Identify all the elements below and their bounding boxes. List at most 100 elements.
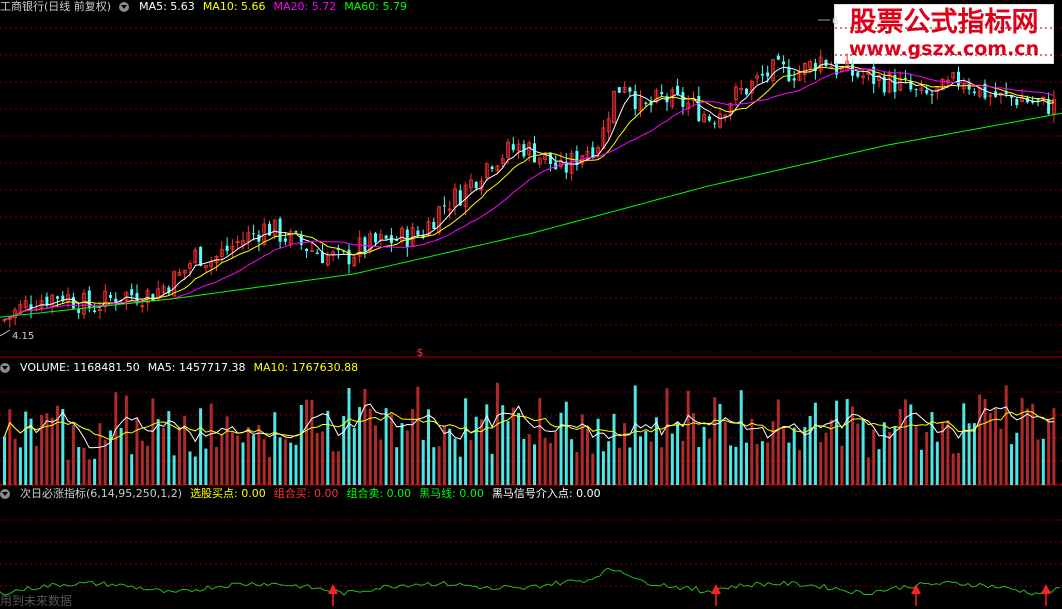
candle-up <box>182 269 187 274</box>
volume-bar <box>98 423 102 485</box>
volume-bar <box>686 390 690 485</box>
volume-bar <box>13 438 17 485</box>
low-price-pointer <box>0 329 11 337</box>
volume-bar <box>140 440 144 485</box>
volume-bar <box>644 430 648 485</box>
volume-bar <box>448 428 452 485</box>
volume-bar <box>554 432 558 485</box>
candle-up <box>606 118 611 133</box>
watermark-title: 股票公式指标网 <box>849 7 1039 38</box>
candle-up <box>219 249 224 257</box>
candle-down <box>707 116 711 121</box>
volume-bar <box>469 440 473 485</box>
volume-bar <box>898 409 902 485</box>
volume-bar <box>3 436 6 485</box>
candle-down <box>389 235 393 244</box>
candle-up <box>352 256 357 266</box>
candle-down <box>405 229 409 248</box>
volume-bar <box>803 427 807 485</box>
volume-bar <box>119 428 123 485</box>
candle-up <box>309 250 314 252</box>
volume-bar <box>723 421 727 485</box>
ma5-line <box>4 63 1054 320</box>
candle-up <box>612 90 616 123</box>
candle-down <box>225 245 229 251</box>
collapse-arrow-icon[interactable] <box>0 363 10 373</box>
ma5-label: MA5: 5.63 <box>139 0 195 13</box>
candle-up <box>1020 97 1024 103</box>
candle-down <box>321 252 324 264</box>
volume-bar <box>310 399 314 485</box>
candle-down <box>294 231 298 233</box>
volume-bar <box>533 444 536 485</box>
volume-bar <box>750 418 754 485</box>
high-price-label: 6 <box>832 16 838 27</box>
volume-bar <box>766 442 770 485</box>
candle-up <box>755 75 759 79</box>
volume-bar <box>601 451 605 485</box>
candle-up <box>919 87 924 91</box>
volume-bar <box>480 419 483 485</box>
volume-bar <box>607 441 611 485</box>
volume-bar <box>490 453 494 485</box>
volume-bar <box>670 433 674 485</box>
volume-bar <box>517 412 521 485</box>
candle-down <box>87 290 91 309</box>
volume-bar <box>289 442 293 485</box>
candle-up <box>818 56 823 72</box>
volume-bar <box>649 441 653 485</box>
volume-bar <box>893 426 897 485</box>
candle-down <box>649 101 653 106</box>
candle-down <box>61 295 65 302</box>
volume-bar <box>103 439 107 485</box>
volume-bar <box>882 422 886 485</box>
candle-down <box>904 77 907 79</box>
candle-down <box>628 87 632 92</box>
volume-bar <box>315 432 319 485</box>
volume-bar <box>464 398 468 485</box>
volume-bar <box>268 456 271 485</box>
volume-bar <box>787 442 791 485</box>
candlesticks <box>2 49 1056 328</box>
collapse-arrow-icon[interactable] <box>0 489 10 499</box>
volume-bar <box>193 456 197 485</box>
volume-bar <box>813 402 817 485</box>
volume-bar <box>162 428 165 485</box>
volume-bar <box>951 453 955 485</box>
volume-bar <box>692 413 695 485</box>
volume-bar <box>681 440 685 485</box>
volume-bar <box>199 408 203 485</box>
candle-down <box>342 250 346 252</box>
volume-ma5: MA5: 1457717.38 <box>147 361 246 374</box>
candle-up <box>426 221 431 237</box>
volume-bar <box>305 399 309 485</box>
volume-bar <box>135 417 139 485</box>
volume-bar <box>146 445 150 485</box>
candle-down <box>299 234 303 245</box>
candle-down <box>77 309 81 313</box>
candle-down <box>29 304 33 310</box>
volume-bar <box>400 423 404 485</box>
volume-bar <box>29 418 33 485</box>
volume-bar <box>845 399 849 485</box>
indicator-line <box>0 567 1061 596</box>
ma60-line <box>0 112 1062 318</box>
volume-bar <box>501 405 505 485</box>
candle-down <box>564 161 568 173</box>
candle-up <box>569 153 574 174</box>
volume-bar <box>257 424 261 485</box>
candle-up <box>723 114 728 117</box>
collapse-arrow-icon[interactable] <box>119 2 130 12</box>
volume-bar <box>209 403 213 485</box>
candle-down <box>972 91 976 94</box>
candle-up <box>172 271 177 297</box>
volume-bar <box>1010 444 1013 485</box>
candle-down <box>644 102 648 104</box>
candle-up <box>484 163 489 178</box>
price-title: 工商银行(日线 前复权) <box>0 0 112 13</box>
candle-up <box>453 188 457 208</box>
volume-bar <box>427 409 430 485</box>
candle-down <box>130 289 134 296</box>
volume-bar <box>745 442 748 485</box>
